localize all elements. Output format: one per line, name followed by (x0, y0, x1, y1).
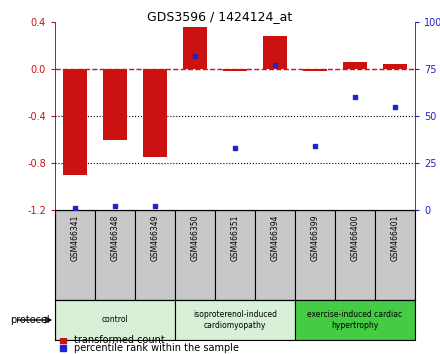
Text: GSM466348: GSM466348 (110, 215, 120, 261)
Bar (103, 69, 127, 139)
Bar (335, 210, 375, 300)
Text: GSM466394: GSM466394 (271, 215, 279, 261)
Bar (223, 69, 247, 72)
Bar (135, 210, 175, 300)
Bar (215, 210, 255, 300)
Text: control: control (102, 315, 128, 325)
Text: GDS3596 / 1424124_at: GDS3596 / 1424124_at (147, 10, 293, 23)
Text: percentile rank within the sample: percentile rank within the sample (74, 343, 239, 353)
Bar (295, 210, 335, 300)
Bar (143, 69, 167, 157)
Text: protocol: protocol (11, 315, 50, 325)
Bar (375, 210, 415, 300)
Bar (63, 69, 87, 175)
Bar (55, 300, 175, 340)
Bar (255, 210, 295, 300)
Text: isoproterenol-induced
cardiomyopathy: isoproterenol-induced cardiomyopathy (193, 310, 277, 330)
Bar (183, 27, 207, 69)
Bar (95, 210, 135, 300)
Bar (295, 300, 415, 340)
Text: GSM466349: GSM466349 (150, 215, 160, 261)
Text: GSM466400: GSM466400 (351, 215, 359, 261)
Bar (175, 210, 215, 300)
Text: GSM466401: GSM466401 (391, 215, 400, 261)
Text: GSM466341: GSM466341 (70, 215, 80, 261)
Bar (263, 36, 287, 69)
Bar (175, 300, 295, 340)
Bar (303, 69, 327, 72)
Bar (383, 64, 407, 69)
Bar (55, 210, 95, 300)
Text: GSM466351: GSM466351 (231, 215, 239, 261)
Text: GSM466399: GSM466399 (311, 215, 319, 261)
Text: GSM466350: GSM466350 (191, 215, 199, 261)
Bar (343, 62, 367, 69)
Text: exercise-induced cardiac
hypertrophy: exercise-induced cardiac hypertrophy (308, 310, 403, 330)
Text: transformed count: transformed count (74, 335, 165, 345)
